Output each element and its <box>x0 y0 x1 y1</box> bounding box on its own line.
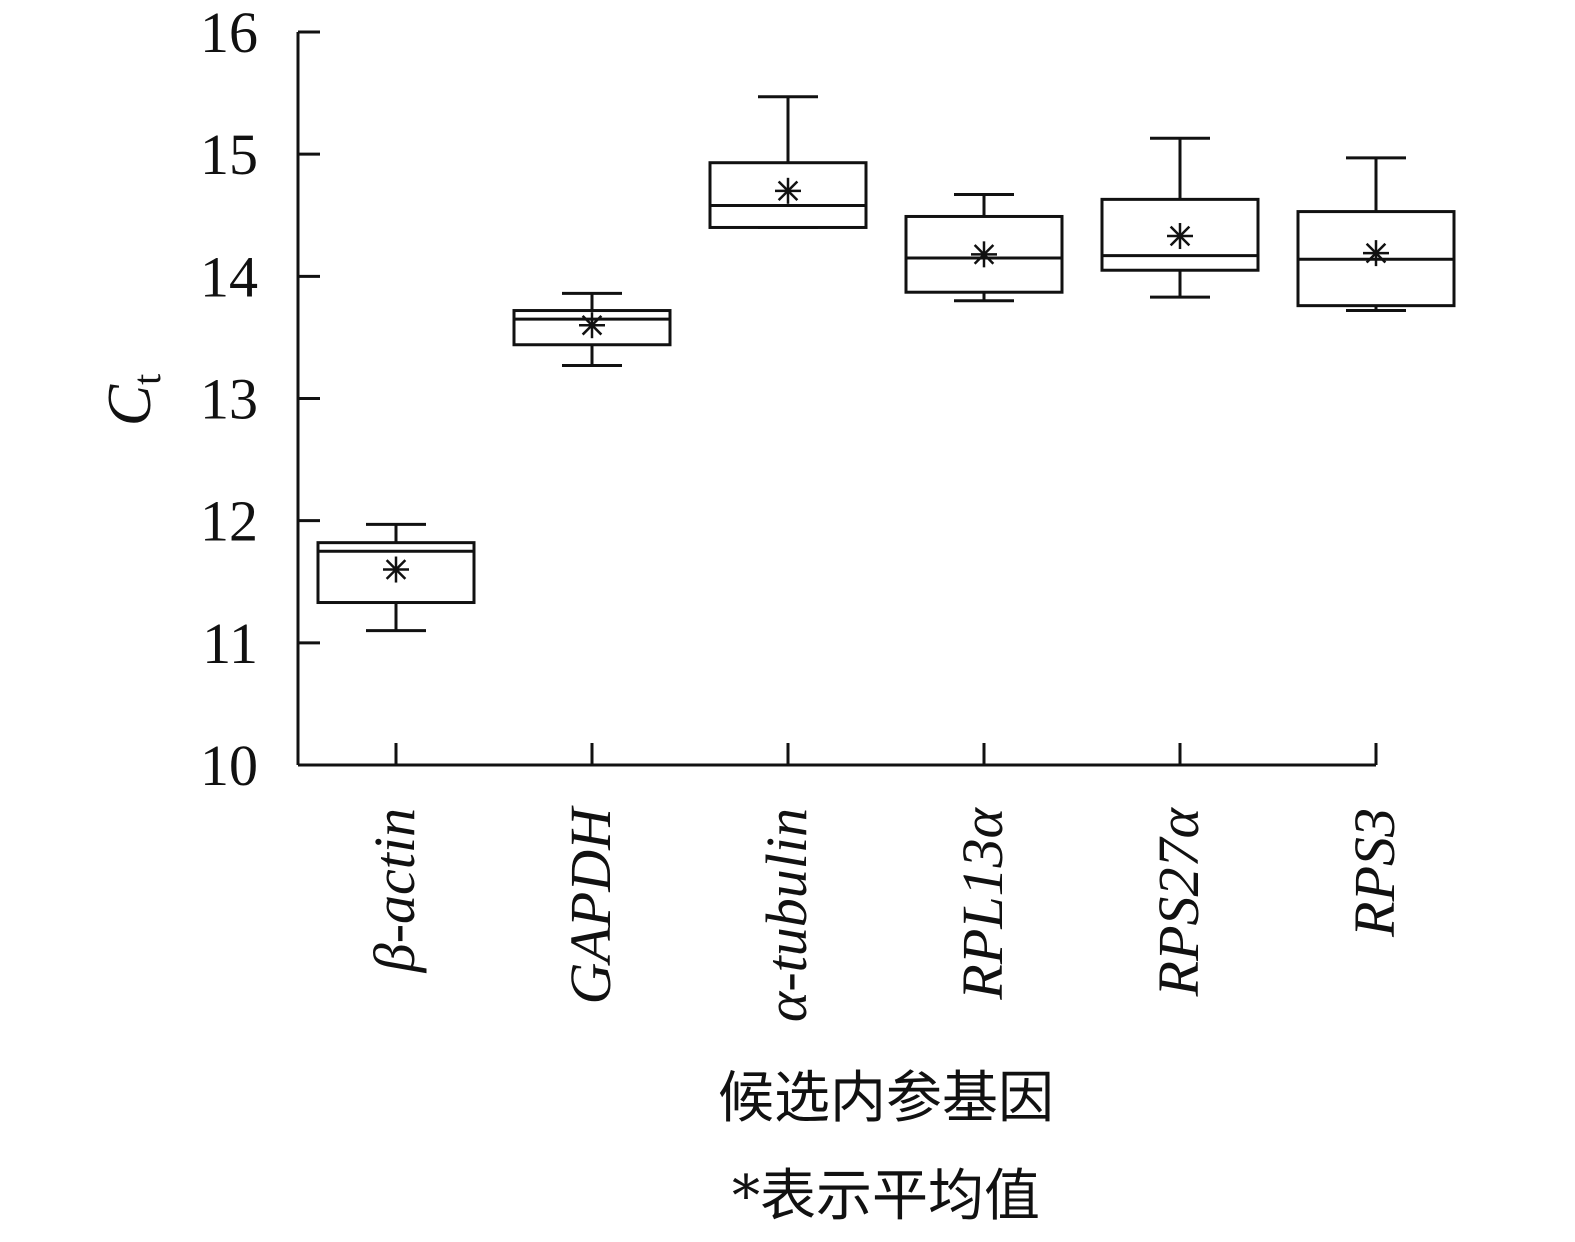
y-tick-label: 12 <box>200 489 258 554</box>
mean-marker-stroke <box>1365 242 1387 264</box>
labels: 10 11 12 13 14 15 16 β-actin GAPDH α-tubulin RPL13… <box>200 0 1407 1022</box>
y-tick-label: 14 <box>200 244 258 309</box>
axes <box>296 30 1378 767</box>
y-axis-title-sub: t <box>124 374 169 385</box>
x-tick-label: RPL13α <box>950 806 1015 1000</box>
y-tick-label: 11 <box>202 611 258 676</box>
mean-marker <box>971 241 997 268</box>
box-plot-item <box>316 522 476 633</box>
mean-marker <box>1167 223 1193 250</box>
mean-marker-stroke <box>581 314 603 336</box>
box-plot-item <box>904 192 1064 303</box>
mean-marker-stroke <box>973 244 995 265</box>
y-tick-label: 16 <box>200 0 258 65</box>
y-axis-title-main: C <box>96 384 164 426</box>
x-axis-title: 候选内参基因 <box>718 1066 1054 1131</box>
mean-marker <box>775 177 801 204</box>
box-plot-item <box>512 291 672 368</box>
mean-marker <box>383 556 409 583</box>
x-tick-label: GAPDH <box>558 805 623 1005</box>
mean-marker-stroke <box>777 180 799 202</box>
box-plot-item <box>708 95 868 229</box>
y-tick-label: 10 <box>200 733 258 798</box>
x-tick-label: RPS27α <box>1146 806 1211 997</box>
mean-note: *表示平均值 <box>732 1164 1040 1229</box>
x-tick-label: α-tubulin <box>754 808 819 1022</box>
mean-marker-stroke <box>1169 225 1191 247</box>
box-plot-item <box>1100 136 1260 299</box>
y-axis-title: Ct <box>96 374 169 426</box>
x-tick-label: β-actin <box>362 808 427 973</box>
y-tick-label: 13 <box>200 367 258 432</box>
mean-marker <box>579 312 605 339</box>
y-tick-label: 15 <box>200 122 258 187</box>
box-plot-item <box>1296 156 1456 313</box>
mean-marker <box>1363 240 1389 267</box>
boxes <box>316 95 1456 633</box>
mean-marker-stroke <box>385 559 407 580</box>
x-tick-label: RPS3 <box>1342 808 1407 938</box>
